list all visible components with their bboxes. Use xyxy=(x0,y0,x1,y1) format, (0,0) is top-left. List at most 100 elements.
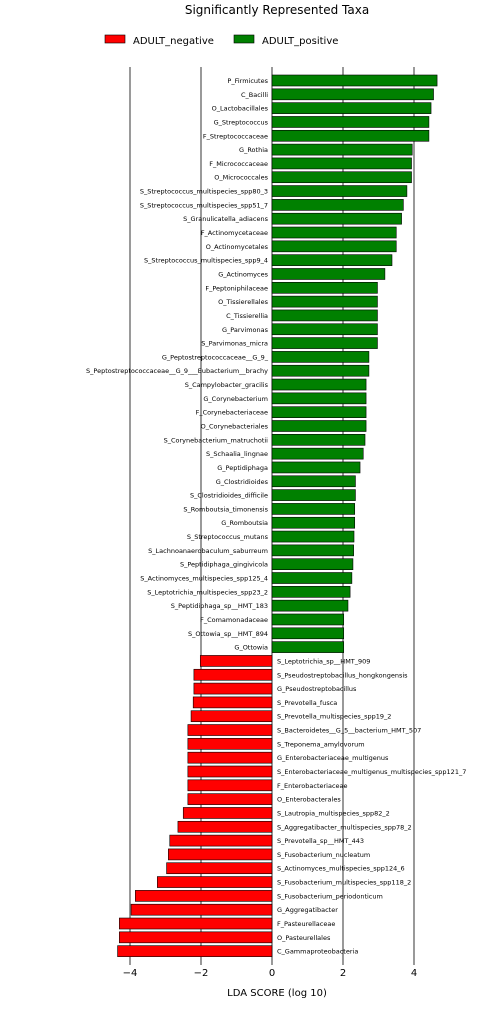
legend-label-negative: ADULT_negative xyxy=(133,36,214,47)
category-label: G_Streptococcus xyxy=(214,118,269,126)
bar xyxy=(271,337,378,349)
bar xyxy=(271,599,349,612)
bar xyxy=(187,738,273,750)
bar xyxy=(271,378,367,391)
category-label: F_Streptococcaceae xyxy=(203,132,268,140)
bar xyxy=(271,447,364,460)
bar xyxy=(187,765,273,778)
bar xyxy=(271,627,345,640)
category-label: S_Leptotrichia_multispecies_spp23_2 xyxy=(147,588,268,596)
category-label: G_Enterobacteriaceae_multigenus xyxy=(277,754,389,762)
category-label: S_Corynebacterium_matruchotii xyxy=(164,436,269,444)
category-label: S_Fusobacterium_periodonticum xyxy=(277,892,383,900)
category-label: F_Peptoniphilaceae xyxy=(205,284,268,292)
bar xyxy=(271,503,356,515)
bar xyxy=(271,199,404,211)
x-tick-label: −4 xyxy=(123,968,138,979)
bar xyxy=(271,185,408,197)
bar xyxy=(271,116,430,128)
bar xyxy=(271,475,356,488)
category-label: F_Micrococcaceae xyxy=(209,160,268,168)
bar xyxy=(271,461,361,474)
bar xyxy=(271,74,438,87)
x-tick-label: 2 xyxy=(340,968,346,979)
bar xyxy=(117,945,273,957)
bar xyxy=(271,516,356,529)
x-axis-label: LDA SCORE (log 10) xyxy=(227,988,327,999)
category-label: S_Treponema_amylovorum xyxy=(277,740,365,748)
bar xyxy=(187,724,273,736)
category-label: O_Micrococcales xyxy=(214,174,268,182)
bar xyxy=(271,572,353,584)
bar xyxy=(271,171,412,184)
category-label: C_Tissierellia xyxy=(226,312,268,320)
category-label: S_Prevotella_sp__HMT_443 xyxy=(277,837,364,845)
bar xyxy=(271,102,432,114)
bar xyxy=(271,309,378,322)
category-label: G_Pseudostreptobacillus xyxy=(277,685,357,693)
bar xyxy=(271,240,397,253)
bar xyxy=(271,226,397,239)
bar xyxy=(271,143,413,156)
category-label: G_Aggregatibacter xyxy=(277,906,338,914)
bar xyxy=(135,890,273,902)
category-label: C_Bacilli xyxy=(241,91,268,99)
bar xyxy=(166,862,273,875)
bar xyxy=(271,364,370,377)
bar xyxy=(271,295,378,308)
bar xyxy=(187,793,273,805)
bar xyxy=(119,931,273,944)
category-label: F_Enterobacteriaceae xyxy=(277,782,348,790)
category-label: S_Parvimonas_micra xyxy=(201,340,268,348)
bar xyxy=(271,212,402,225)
category-labels: P_Firmicutes C_Bacilli O_Lactobacillales G_… xyxy=(86,77,466,956)
category-label: S_Streptococcus_mutans xyxy=(187,533,269,541)
chart-title: Significantly Represented Taxa xyxy=(185,3,369,17)
category-label: O_Corynebacteriales xyxy=(201,423,269,431)
category-label: S_Enterobacteriaceae_multigenus_multispe… xyxy=(277,768,466,776)
category-label: S_Peptidiphaga_gingivicola xyxy=(180,561,268,569)
category-label: S_Fusobacterium_nucleatum xyxy=(277,851,370,859)
category-label: S_Peptostreptococcaceae__G_9___Eubacteri… xyxy=(86,367,268,375)
category-label: S_Granulicatella_adiacens xyxy=(183,215,268,223)
bar xyxy=(271,489,356,501)
category-label: O_Enterobacterales xyxy=(277,796,341,804)
bar xyxy=(187,751,273,764)
bar xyxy=(193,668,273,681)
bar xyxy=(271,88,434,101)
category-label: O_Pasteurellales xyxy=(277,934,331,942)
bar xyxy=(271,406,367,418)
bar xyxy=(271,544,354,557)
bar xyxy=(271,323,378,336)
bar xyxy=(271,254,393,266)
category-label: S_Romboutsia_timonensis xyxy=(183,505,268,513)
category-label: S_Aggregatibacter_multispecies_spp78_2 xyxy=(277,823,412,831)
legend: ADULT_negative ADULT_positive xyxy=(104,34,338,47)
bar xyxy=(271,613,345,626)
bar xyxy=(168,848,273,861)
legend-swatch-negative xyxy=(104,34,126,44)
category-label: F_Corynebacteriaceae xyxy=(196,409,268,417)
x-tick-label: 4 xyxy=(411,968,417,979)
category-label: G_Clostridioides xyxy=(216,478,269,486)
bar xyxy=(271,641,345,653)
category-label: S_Leptotrichia_sp__HMT_909 xyxy=(277,657,370,665)
category-label: S_Pseudostreptobacillus_hongkongensis xyxy=(277,671,408,679)
bar xyxy=(190,710,273,723)
bar xyxy=(271,434,366,446)
bar xyxy=(193,682,273,695)
category-label: S_Campylobacter_gracilis xyxy=(185,381,269,389)
category-label: G_Romboutsia xyxy=(221,519,268,527)
bar xyxy=(119,917,273,930)
category-label: S_Streptococcus_multispecies_spp80_3 xyxy=(140,188,268,196)
bar xyxy=(271,268,386,280)
category-label: P_Firmicutes xyxy=(227,77,268,85)
category-label: G_Peptostreptococcaceae__G_9_ xyxy=(162,353,269,361)
bar xyxy=(177,820,273,833)
category-label: S_Actinomyces_multispecies_spp125_4 xyxy=(140,575,268,583)
legend-label-positive: ADULT_positive xyxy=(262,36,338,47)
category-label: S_Peptidiphaga_sp__HMT_183 xyxy=(171,602,268,610)
category-label: S_Fusobacterium_multispecies_spp118_2 xyxy=(277,879,411,887)
bar xyxy=(169,834,273,847)
